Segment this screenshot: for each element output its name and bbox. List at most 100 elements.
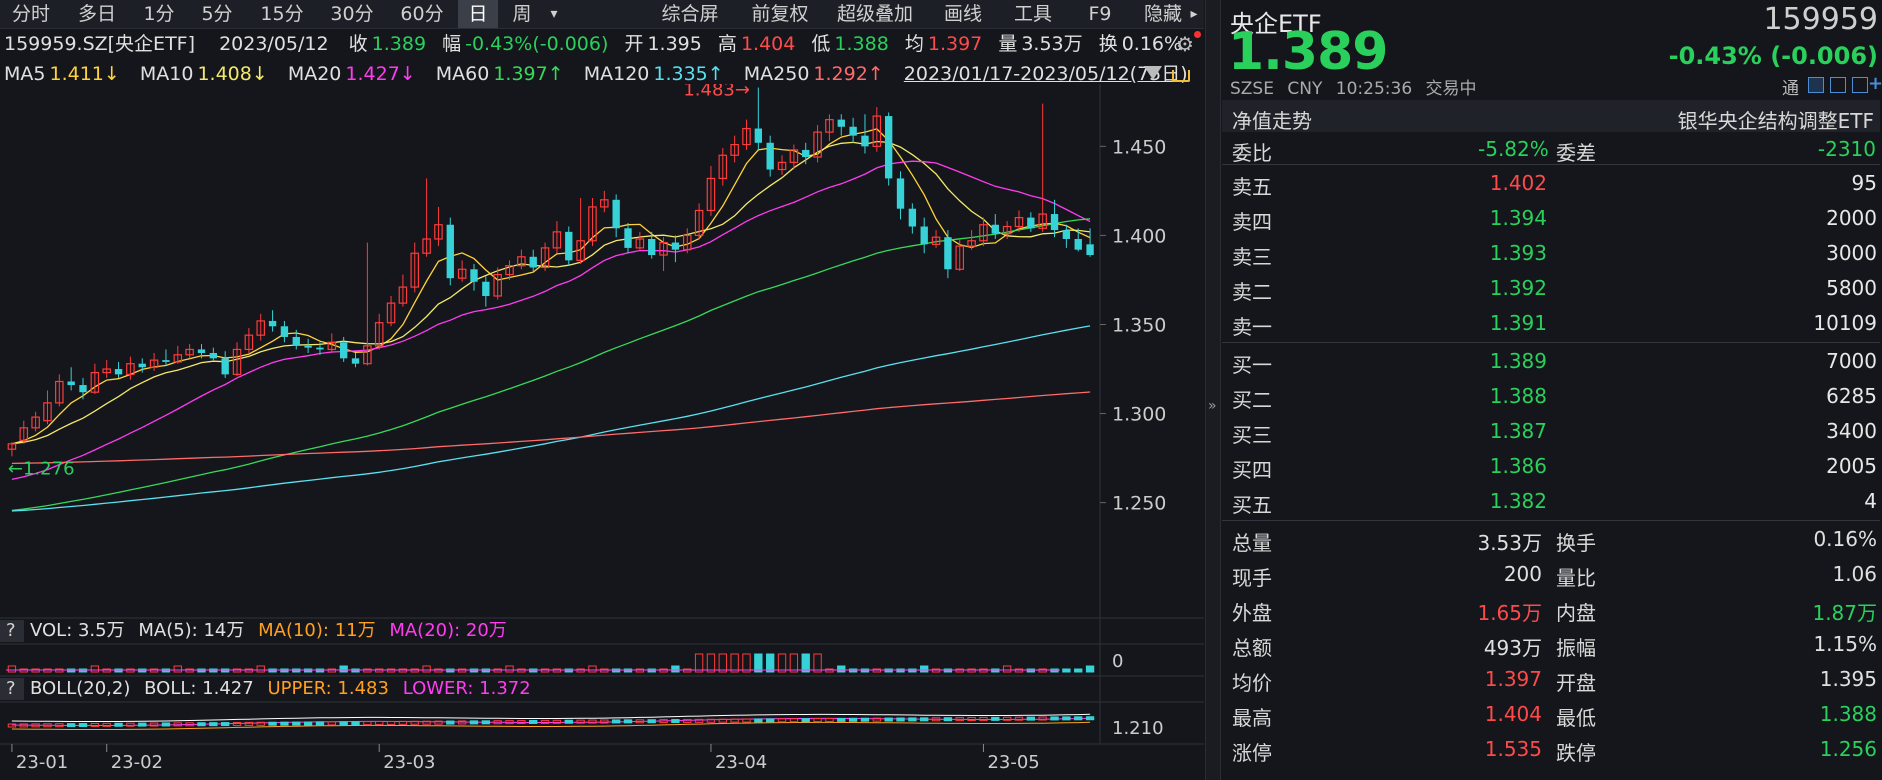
candle-body — [600, 199, 609, 208]
f9-button[interactable]: F9 — [1088, 3, 1112, 25]
boll-candle — [90, 722, 100, 727]
sell-row[interactable]: 卖四 1.394 2000 — [1222, 200, 1877, 235]
tab-multi-day[interactable]: 多日 — [77, 3, 116, 25]
lock-icon[interactable] — [1172, 70, 1190, 82]
candle — [1027, 212, 1035, 232]
nav-trend-link[interactable]: 净值走势 — [1232, 109, 1312, 133]
hide-arrow-icon[interactable]: ▸ — [1190, 6, 1198, 22]
ma-legend-row: MA5 1.411↓ MA10 1.408↓ MA20 1.427↓ MA60 1.39… — [4, 60, 1192, 88]
boll-candle — [363, 721, 372, 726]
open-value: 1.395 — [647, 33, 702, 55]
boll-help-icon[interactable]: ? — [6, 678, 16, 699]
boll-candle — [635, 719, 645, 724]
period-dropdown-icon[interactable]: ▾ — [550, 6, 558, 22]
buy-row[interactable]: 买四 1.386 2005 — [1222, 448, 1877, 483]
kline-chart[interactable]: 1.450 1.400 1.350 1.300 1.250 1.483→ ←1.276 2… — [0, 84, 1204, 780]
stat-value: 1.397 — [1484, 667, 1542, 691]
candle — [920, 217, 928, 254]
candle-body — [1086, 244, 1094, 256]
boll-candle — [789, 718, 799, 723]
range-dropdown-icon[interactable] — [1144, 66, 1162, 80]
boll-candle — [209, 722, 218, 727]
boll-candle — [339, 721, 348, 726]
tools-button[interactable]: 工具 — [1013, 3, 1052, 25]
copy-icon[interactable] — [1852, 77, 1868, 93]
candle — [991, 214, 999, 239]
candle-body — [79, 385, 87, 393]
candle — [908, 203, 917, 234]
sell-row[interactable]: 卖二 1.392 5800 — [1222, 270, 1877, 305]
date-tick-label: 23-04 — [715, 752, 767, 773]
vol-help-icon[interactable]: ? — [6, 620, 16, 641]
buy-row[interactable]: 买一 1.389 7000 — [1222, 343, 1877, 378]
candle-body — [813, 131, 822, 158]
stat-value: 0.16% — [1813, 527, 1877, 551]
price-change: -0.43% (-0.006) — [1668, 42, 1878, 70]
volume-bar — [706, 653, 716, 673]
sell-row[interactable]: 卖三 1.393 3000 — [1222, 235, 1877, 270]
candle — [730, 135, 739, 163]
overlay-button[interactable]: 超级叠加 — [836, 3, 913, 25]
extreme-annotations: 1.483→ ←1.276 — [8, 84, 750, 479]
candle-body — [635, 238, 645, 249]
buy-row[interactable]: 买二 1.388 6285 — [1222, 378, 1877, 413]
volume-bar — [422, 665, 431, 673]
sell-row[interactable]: 卖一 1.391 10109 — [1222, 305, 1877, 340]
stat-label: 现手 — [1232, 566, 1272, 590]
candle-body — [861, 135, 869, 147]
tab-5min[interactable]: 5分 — [201, 3, 233, 25]
window-icon[interactable] — [1830, 77, 1846, 93]
sell-label: 卖一 — [1232, 315, 1272, 339]
tab-30min[interactable]: 30分 — [330, 3, 374, 25]
tab-1min[interactable]: 1分 — [143, 3, 175, 25]
candle — [802, 142, 810, 165]
sell-volume: 2000 — [1826, 206, 1877, 230]
boll-candle — [860, 717, 870, 722]
candle-body — [1027, 217, 1035, 229]
edit-icon[interactable] — [1808, 77, 1824, 93]
boll-candle — [1085, 716, 1095, 721]
candle-body — [955, 245, 965, 270]
candle-body — [1014, 217, 1024, 228]
tab-intraday[interactable]: 分时 — [11, 3, 50, 25]
candle — [931, 230, 941, 248]
tab-60min[interactable]: 60分 — [400, 3, 444, 25]
boll-candle — [78, 723, 88, 728]
notify-button[interactable]: 通 — [1782, 79, 1799, 99]
draw-line-button[interactable]: 画线 — [943, 3, 982, 25]
date-range-selector[interactable]: 2023/01/17-2023/05/12(75日) — [903, 63, 1188, 85]
candle-body — [327, 341, 337, 351]
boll-candle — [315, 721, 325, 726]
candle — [837, 114, 845, 136]
trading-status: 交易中 — [1425, 79, 1477, 99]
hide-button[interactable]: 隐藏 — [1143, 3, 1182, 25]
buy-row[interactable]: 买三 1.387 3400 — [1222, 413, 1877, 448]
volume-bar — [742, 653, 751, 673]
sell-label: 卖二 — [1232, 280, 1272, 304]
candle — [19, 420, 29, 444]
add-icon[interactable]: + — [1868, 73, 1882, 94]
boll-candle — [256, 721, 265, 726]
sell-row[interactable]: 卖五 1.402 95 — [1222, 165, 1877, 200]
avg-label: 均 — [904, 33, 924, 55]
candle-body — [1002, 225, 1012, 235]
boll-candle — [398, 720, 408, 725]
candle — [789, 144, 799, 170]
panel-splitter[interactable]: » — [1205, 0, 1221, 780]
expand-arrow-icon[interactable]: » — [1208, 398, 1217, 414]
buy-row[interactable]: 买五 1.382 4 — [1222, 483, 1877, 518]
candle — [292, 329, 300, 350]
tab-day[interactable]: 日 — [458, 0, 498, 28]
settings-gear-icon[interactable]: ⚙ — [1176, 32, 1194, 56]
stats-row: 总额 493万 振幅 1.15% — [1222, 626, 1877, 661]
forward-adjust-button[interactable]: 前复权 — [751, 3, 809, 25]
candle-body — [648, 238, 656, 256]
composite-screen-button[interactable]: 综合屏 — [661, 3, 719, 25]
candle — [576, 198, 585, 264]
tab-15min[interactable]: 15分 — [260, 3, 304, 25]
quote-time: 10:25:36 — [1335, 79, 1413, 99]
candle-body — [659, 241, 668, 256]
candle-body — [114, 369, 123, 375]
tab-week[interactable]: 周 — [512, 3, 532, 25]
candle-body — [149, 359, 159, 368]
